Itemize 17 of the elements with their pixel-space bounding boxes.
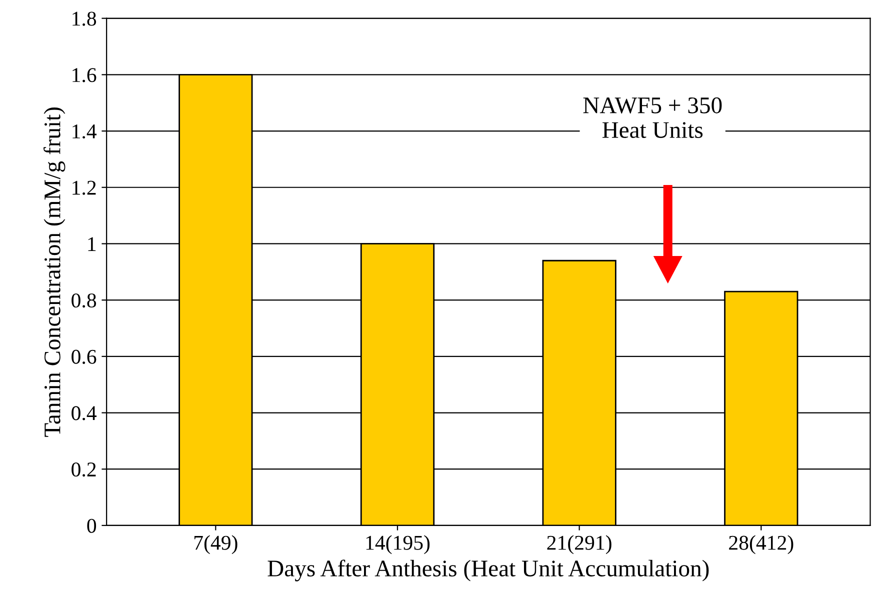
y-tick-label: 0.2 [72,462,96,477]
y-tick-label: 0.4 [72,406,97,420]
y-tick-label: 1.6 [72,68,96,82]
annotation: NAWF5 + 350 Heat Units [583,97,722,138]
x-tick-label: 7(49) [194,535,238,554]
x-tick-label: 28(412) [729,535,794,554]
y-axis-title: Tannin Concentration (mM/g fruit) [44,108,66,437]
y-tick-label: 1.2 [72,180,96,195]
x-tick-label: 14(195) [366,535,430,554]
y-tick-label: 0.6 [72,350,96,364]
y-tick-label: 1.4 [72,124,97,139]
y-tick-label: 1.8 [72,12,96,26]
x-axis-title: Days After Anthesis (Heat Unit Accumulation) [268,560,709,582]
x-tick-label: 21(291) [547,535,612,554]
y-tick-label: 0 [87,518,96,533]
y-tick-label: 0.8 [72,293,96,308]
y-tick-label: 1 [88,237,96,251]
